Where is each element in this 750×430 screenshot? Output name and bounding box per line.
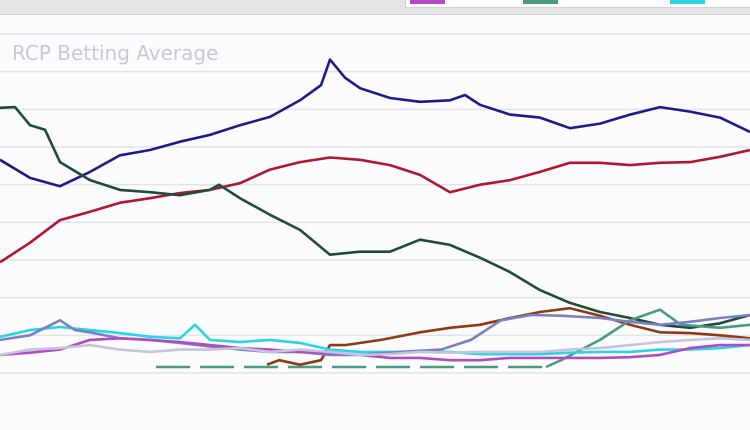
legend-swatch-cyan[interactable] (670, 0, 705, 4)
series-line-3[interactable] (266, 306, 750, 367)
legend-swatch-green[interactable] (523, 0, 558, 4)
legend-swatch-magenta[interactable] (410, 0, 445, 4)
series-line-0[interactable] (0, 58, 750, 188)
series-line-7[interactable] (0, 336, 750, 362)
chart-legend (405, 0, 750, 8)
series-line-8[interactable] (0, 336, 750, 357)
series-line-2[interactable] (0, 105, 750, 330)
chart-title: RCP Betting Average (12, 41, 219, 65)
series-line-1[interactable] (0, 148, 750, 264)
series-line-5[interactable] (0, 323, 750, 356)
